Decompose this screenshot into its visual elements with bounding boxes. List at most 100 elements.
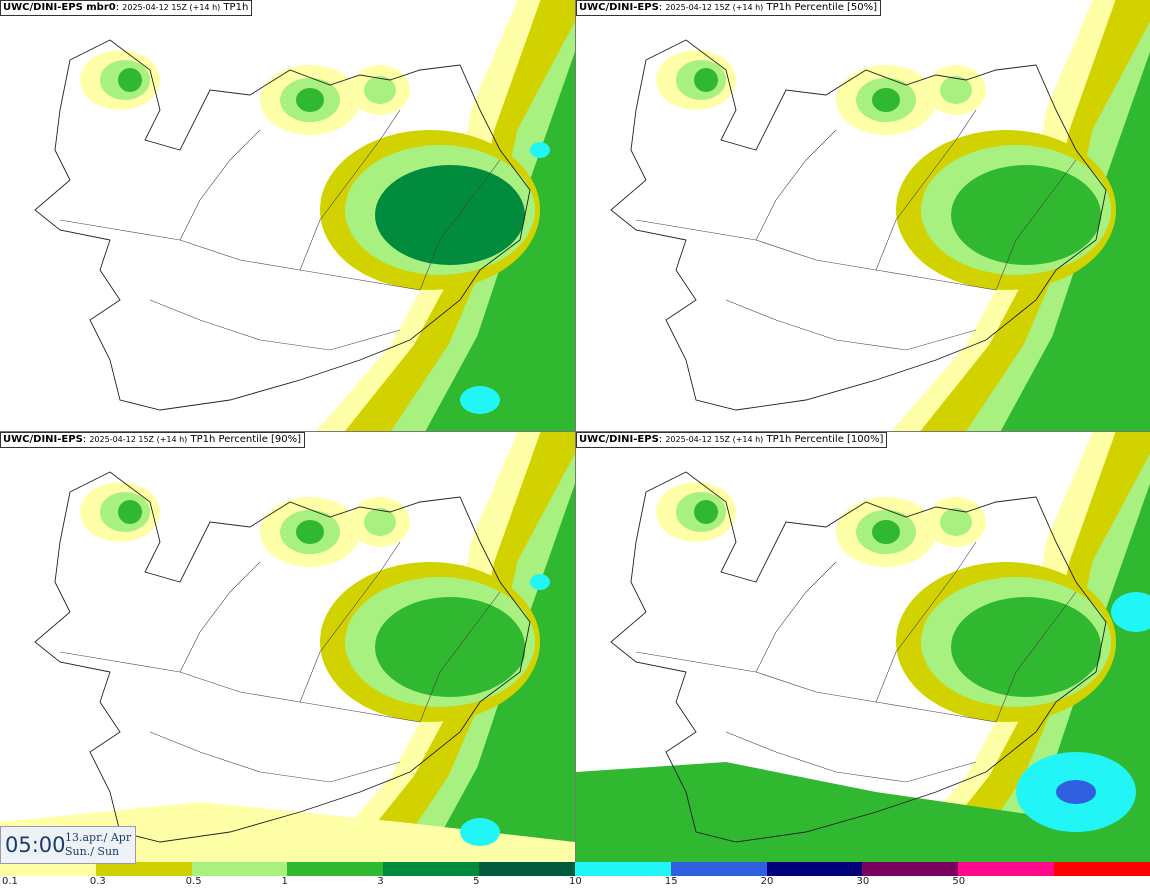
precip-map	[610, 0, 1150, 431]
precip-map	[0, 432, 575, 862]
panel-model: UWC/DINI-EPS	[579, 2, 659, 13]
precip-band-green	[1000, 51, 1150, 431]
legend-tick-label: 1	[281, 876, 288, 887]
legend-tick-label: 15	[664, 876, 678, 887]
precip-band-south	[0, 802, 575, 862]
legend-swatch	[191, 862, 288, 876]
precip-area	[694, 500, 718, 524]
coastline	[34, 39, 531, 411]
precip-area	[118, 68, 142, 92]
panel-run-time: 2025-04-12 15Z (+14 h)	[665, 435, 764, 444]
panel-title: UWC/DINI-EPS: 2025-04-12 15Z (+14 h) TP1…	[576, 432, 888, 448]
precip-band-south	[576, 762, 1150, 862]
precip-area	[694, 68, 718, 92]
legend-swatch	[95, 862, 192, 876]
precip-area	[1056, 780, 1096, 804]
road-line	[419, 591, 501, 723]
valid-weekday: Sun./ Sun	[65, 845, 120, 858]
precip-area	[1111, 592, 1150, 632]
precip-area	[530, 574, 550, 590]
valid-date: 13.apr./ Apr	[65, 831, 132, 844]
panel-title: UWC/DINI-EPS mbr0: 2025-04-12 15Z (+14 h…	[0, 0, 253, 16]
road-line	[299, 541, 401, 703]
panel-run-time: 2025-04-12 15Z (+14 h)	[89, 435, 188, 444]
precip-area	[415, 617, 525, 687]
road-line	[875, 541, 977, 703]
legend-swatch	[766, 862, 863, 876]
panel-run-time: 2025-04-12 15Z (+14 h)	[665, 3, 764, 12]
coastline	[610, 471, 1107, 843]
valid-time-box: 05:00 13.apr./ Apr Sun./ Sun	[0, 826, 136, 864]
legend-tick-label: 0.5	[185, 876, 202, 887]
road-line	[755, 561, 837, 673]
precip-area	[872, 88, 900, 112]
precip-area	[460, 818, 500, 846]
road-line	[149, 731, 401, 783]
coastline	[610, 39, 1107, 411]
precip-area	[364, 508, 396, 536]
legend-swatch	[479, 862, 575, 876]
legend-tick-label: 30	[856, 876, 870, 887]
road-line	[635, 651, 997, 723]
legend-swatch	[0, 862, 96, 876]
legend-tick-label: 20	[760, 876, 774, 887]
road-line	[995, 159, 1077, 291]
legend-tick-label: 0.1	[2, 876, 18, 887]
panel-title: UWC/DINI-EPS: 2025-04-12 15Z (+14 h) TP1…	[576, 0, 882, 16]
map-panel-p100: UWC/DINI-EPS: 2025-04-12 15Z (+14 h) TP1…	[576, 432, 1150, 862]
legend-color-bar	[0, 862, 1150, 876]
road-line	[755, 129, 837, 241]
road-line	[299, 109, 401, 271]
precip-area	[296, 520, 324, 544]
coastline	[34, 471, 531, 843]
road-line	[635, 219, 997, 291]
precip-color-legend: 0.1 0.3 0.5 1 3 5 10 15 20 30 50	[0, 862, 1150, 891]
precip-map	[576, 432, 1150, 862]
precip-area	[940, 508, 972, 536]
legend-tick-label: 5	[473, 876, 480, 887]
road-line	[149, 299, 401, 351]
legend-swatch	[958, 862, 1055, 876]
panel-divider-horizontal	[0, 431, 1150, 432]
precip-area	[296, 88, 324, 112]
panel-product: TP1h Percentile [50%]	[766, 2, 878, 13]
precip-map	[34, 0, 575, 431]
road-line	[179, 129, 261, 241]
legend-swatch	[670, 862, 767, 876]
road-line	[59, 651, 421, 723]
panel-product: TP1h Percentile [100%]	[766, 434, 884, 445]
legend-tick-label: 10	[569, 876, 582, 887]
legend-swatch	[574, 862, 671, 876]
road-line	[995, 591, 1077, 723]
panel-model: UWC/DINI-EPS	[579, 434, 659, 445]
legend-tick-label: 50	[952, 876, 966, 887]
legend-swatch	[1054, 862, 1150, 876]
precip-area	[951, 165, 1101, 265]
road-line	[179, 561, 261, 673]
road-line	[725, 299, 977, 351]
legend-tick-label: 0.3	[89, 876, 106, 887]
road-line	[725, 731, 977, 783]
panel-model: UWC/DINI-EPS	[3, 434, 83, 445]
legend-swatch	[287, 862, 384, 876]
precip-band-green	[425, 483, 575, 862]
precip-band-green	[425, 51, 575, 431]
precip-area	[364, 76, 396, 104]
precip-area	[530, 142, 550, 158]
map-panel-p50: UWC/DINI-EPS: 2025-04-12 15Z (+14 h) TP1…	[576, 0, 1150, 431]
precip-area	[460, 386, 500, 414]
map-panel-mbr0: UWC/DINI-EPS mbr0: 2025-04-12 15Z (+14 h…	[0, 0, 575, 431]
road-line	[59, 219, 421, 291]
road-line	[419, 159, 501, 291]
panel-run-time: 2025-04-12 15Z (+14 h)	[122, 3, 221, 12]
precip-area	[991, 617, 1101, 687]
legend-tick-label: 3	[377, 876, 384, 887]
precip-area	[940, 76, 972, 104]
precip-area	[872, 520, 900, 544]
panel-product: TP1h	[223, 2, 249, 13]
panel-model: UWC/DINI-EPS mbr0	[3, 2, 116, 13]
valid-time: 05:00	[5, 833, 66, 857]
precip-area	[118, 500, 142, 524]
precip-area	[375, 165, 525, 265]
